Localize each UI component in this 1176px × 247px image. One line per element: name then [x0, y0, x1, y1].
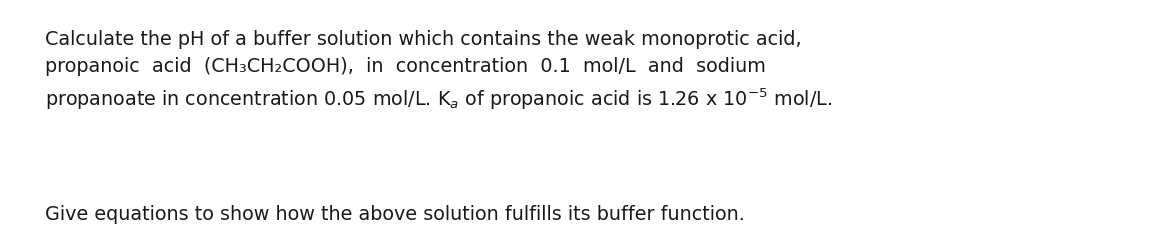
Text: Calculate the pH of a buffer solution which contains the weak monoprotic acid,
p: Calculate the pH of a buffer solution wh… [45, 30, 831, 112]
Text: Give equations to show how the above solution fulfills its buffer function.: Give equations to show how the above sol… [45, 205, 744, 224]
